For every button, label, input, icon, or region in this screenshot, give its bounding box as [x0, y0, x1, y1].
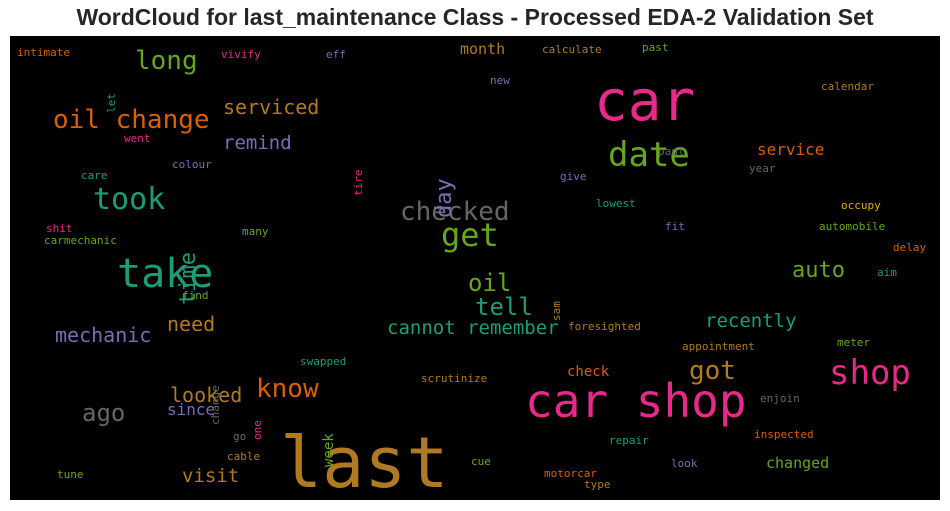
word-meter: meter: [837, 336, 871, 349]
word-check: check: [567, 364, 610, 380]
word-find: find: [182, 289, 209, 302]
word-sam: sam: [550, 301, 563, 321]
word-recently: recently: [705, 310, 797, 332]
word-cue: cue: [471, 455, 491, 468]
word-since: since: [167, 400, 216, 419]
word-calendar: calendar: [821, 80, 874, 93]
word-day: day: [432, 178, 457, 218]
wordcloud-canvas: last car shop car take date shop get took checke…: [10, 36, 940, 500]
word-new: new: [490, 74, 510, 87]
word-paul: paul: [658, 145, 685, 158]
word-type: type: [584, 478, 611, 491]
word-oil: oil: [468, 269, 512, 297]
word-many: many: [242, 225, 269, 238]
word-repair: repair: [609, 434, 649, 447]
word-looked: looked: [170, 383, 243, 407]
word-shop: shop: [829, 353, 911, 393]
word-fit: fit: [665, 220, 685, 233]
word-lowest: lowest: [596, 197, 636, 210]
word-mechanic: mechanic: [55, 323, 152, 347]
word-car-shop: car shop: [525, 374, 747, 428]
word-date: date: [608, 135, 690, 175]
word-let: let: [105, 93, 118, 113]
word-went: went: [124, 132, 151, 145]
word-cannot-remember: cannot remember: [387, 317, 559, 339]
word-visit: visit: [182, 465, 240, 487]
word-cable: cable: [227, 450, 261, 463]
word-shit: shit: [46, 222, 73, 235]
word-take: take: [117, 251, 214, 297]
word-service: service: [757, 140, 825, 159]
word-year: year: [749, 162, 776, 175]
word-got: got: [689, 356, 736, 386]
chart-title: WordCloud for last_maintenance Class - P…: [76, 4, 874, 30]
word-ago: ago: [82, 399, 126, 427]
word-month: month: [460, 40, 506, 58]
word-get: get: [441, 216, 499, 254]
word-change: change: [209, 385, 222, 425]
word-carmechanic: carmechanic: [44, 234, 117, 247]
word-foresighted: foresighted: [568, 320, 641, 333]
word-motorcar: motorcar: [544, 467, 597, 480]
word-calculate: calculate: [542, 43, 602, 56]
word-week: week: [321, 433, 337, 467]
word-scrutinize: scrutinize: [421, 372, 488, 385]
word-last: last: [280, 422, 449, 500]
word-go: go: [233, 430, 247, 443]
word-tune: tune: [57, 468, 84, 481]
word-colour: colour: [172, 158, 212, 171]
word-eff: eff: [326, 48, 346, 61]
word-changed: changed: [766, 454, 830, 472]
word-occupy: occupy: [841, 199, 881, 212]
word-auto: auto: [792, 258, 845, 283]
word-delay: delay: [893, 241, 927, 254]
word-swapped: swapped: [300, 355, 347, 368]
word-oil-change: oil change: [53, 105, 210, 135]
word-inspected: inspected: [754, 428, 814, 441]
word-look: look: [671, 457, 698, 470]
word-enjoin: enjoin: [760, 392, 800, 405]
word-serviced: serviced: [223, 95, 320, 119]
word-vivify: vivify: [221, 48, 261, 61]
word-took: took: [93, 182, 166, 217]
word-give: give: [560, 170, 587, 183]
word-past: past: [642, 41, 669, 54]
word-tire: tire: [352, 169, 365, 197]
word-care: care: [81, 169, 108, 182]
word-appointment: appointment: [682, 340, 755, 353]
word-one: one: [251, 420, 264, 440]
word-aim: aim: [877, 266, 897, 279]
word-long: long: [135, 46, 198, 76]
word-tell: tell: [475, 293, 533, 321]
word-automobile: automobile: [819, 220, 886, 233]
word-checked: checked: [400, 197, 510, 227]
word-intimate: intimate: [17, 46, 70, 59]
word-know: know: [256, 374, 319, 404]
word-remind: remind: [223, 132, 292, 154]
word-need: need: [167, 312, 216, 336]
word-car: car: [594, 69, 696, 134]
